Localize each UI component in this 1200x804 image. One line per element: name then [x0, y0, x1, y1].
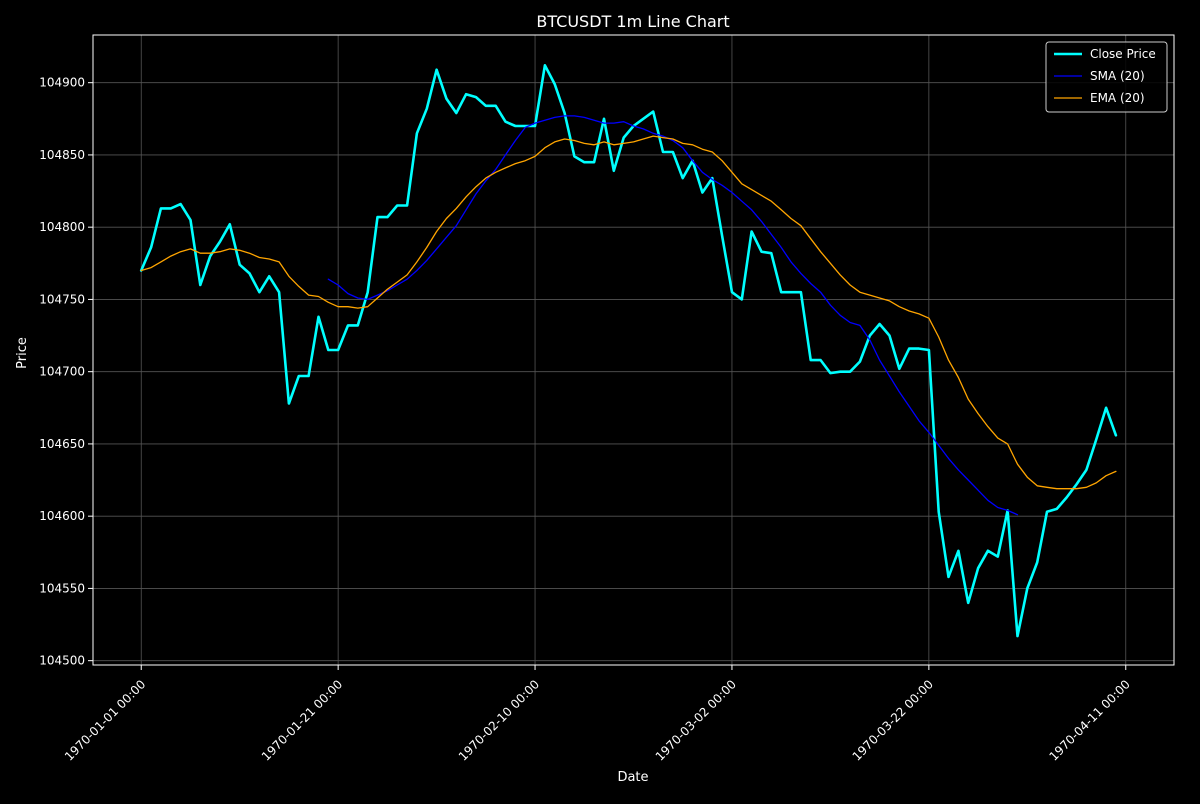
x-axis-label: Date: [617, 770, 648, 785]
legend-label: Close Price: [1090, 47, 1156, 61]
series-line-0: [139, 64, 1118, 638]
y-tick-label: 104900: [39, 76, 85, 90]
y-tick-label: 104600: [39, 509, 85, 523]
y-tick-label: 104650: [39, 437, 85, 451]
grid-lines: [93, 35, 1174, 665]
series-line-1: [327, 115, 1019, 516]
plot-frame: [92, 34, 1175, 666]
legend-label: SMA (20): [1090, 69, 1145, 83]
y-tick-label: 104500: [39, 654, 85, 668]
y-tick-label: 104800: [39, 220, 85, 234]
y-axis-label: Price: [15, 337, 30, 369]
y-tick-label: 104750: [39, 292, 85, 306]
legend-box: [1045, 41, 1168, 113]
y-tick-label: 104550: [39, 581, 85, 595]
y-tick-label: 104850: [39, 148, 85, 162]
series-lines: [139, 64, 1118, 638]
y-tick-label: 104700: [39, 365, 85, 379]
chart-title: BTCUSDT 1m Line Chart: [536, 12, 729, 31]
chart-legend: Close Price SMA (20) EMA (20): [1045, 41, 1168, 113]
legend-label: EMA (20): [1090, 91, 1145, 105]
series-line-2: [140, 135, 1117, 490]
